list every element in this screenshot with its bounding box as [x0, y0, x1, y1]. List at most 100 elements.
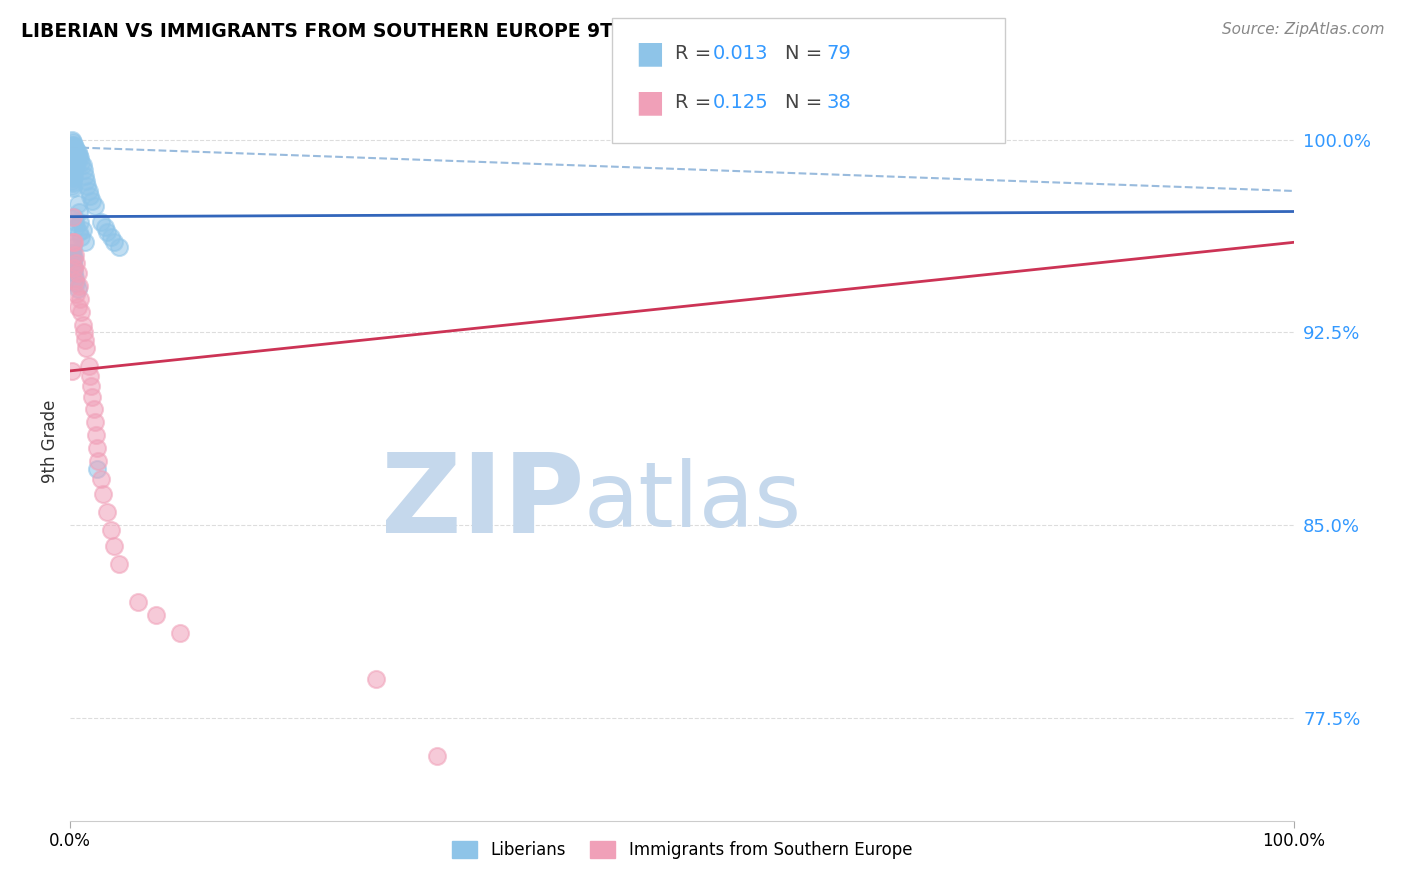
- Point: [63, 235, 86, 250]
- Point: [90, 215, 112, 229]
- Point: [63, 145, 86, 160]
- Point: [83, 402, 105, 417]
- Point: [72, 158, 94, 172]
- Text: N =: N =: [785, 93, 828, 112]
- Point: [62, 235, 84, 250]
- Point: [65, 286, 87, 301]
- Point: [96, 505, 118, 519]
- Point: [63, 161, 86, 175]
- Text: ■: ■: [636, 88, 665, 117]
- Point: [62, 240, 84, 254]
- Point: [127, 595, 149, 609]
- Point: [67, 204, 90, 219]
- Point: [63, 248, 86, 262]
- Point: [76, 178, 98, 193]
- Point: [60, 153, 83, 167]
- Point: [62, 166, 84, 180]
- Point: [65, 143, 87, 157]
- Point: [79, 189, 101, 203]
- Point: [77, 184, 100, 198]
- Point: [65, 153, 87, 167]
- Text: Source: ZipAtlas.com: Source: ZipAtlas.com: [1222, 22, 1385, 37]
- Point: [63, 271, 86, 285]
- Text: LIBERIAN VS IMMIGRANTS FROM SOUTHERN EUROPE 9TH GRADE CORRELATION CHART: LIBERIAN VS IMMIGRANTS FROM SOUTHERN EUR…: [21, 22, 939, 41]
- Point: [60, 137, 83, 152]
- Point: [62, 140, 84, 154]
- Point: [75, 174, 97, 188]
- Point: [75, 341, 97, 355]
- Point: [60, 178, 83, 193]
- Point: [108, 557, 131, 571]
- Point: [67, 225, 90, 239]
- Point: [96, 225, 118, 239]
- Point: [63, 140, 86, 154]
- Y-axis label: 9th Grade: 9th Grade: [41, 400, 59, 483]
- Point: [63, 148, 86, 162]
- Text: ■: ■: [636, 39, 665, 68]
- Text: 79: 79: [827, 44, 852, 63]
- Point: [65, 158, 87, 172]
- Point: [100, 230, 122, 244]
- Point: [60, 235, 83, 250]
- Point: [63, 151, 86, 165]
- Point: [62, 256, 84, 270]
- Point: [67, 148, 90, 162]
- Text: 0.125: 0.125: [713, 93, 769, 112]
- Text: 38: 38: [827, 93, 852, 112]
- Point: [63, 169, 86, 183]
- Point: [62, 251, 84, 265]
- Point: [67, 279, 90, 293]
- Point: [63, 215, 86, 229]
- Point: [80, 379, 103, 393]
- Point: [62, 161, 84, 175]
- Point: [62, 181, 84, 195]
- Point: [62, 245, 84, 260]
- Text: atlas: atlas: [583, 458, 803, 546]
- Point: [60, 158, 83, 172]
- Point: [63, 266, 86, 280]
- Point: [63, 137, 86, 152]
- Point: [86, 441, 108, 455]
- Point: [63, 143, 86, 157]
- Point: [426, 749, 449, 764]
- Point: [70, 304, 93, 318]
- Point: [63, 163, 86, 178]
- Point: [72, 318, 94, 332]
- Point: [60, 163, 83, 178]
- Legend: Liberians, Immigrants from Southern Europe: Liberians, Immigrants from Southern Euro…: [444, 834, 920, 865]
- Point: [72, 222, 94, 236]
- Point: [62, 210, 84, 224]
- Point: [366, 673, 388, 687]
- Point: [65, 219, 87, 234]
- Point: [66, 145, 89, 160]
- Point: [145, 607, 167, 622]
- Point: [86, 461, 108, 475]
- Point: [69, 215, 91, 229]
- Point: [91, 487, 114, 501]
- Point: [93, 219, 115, 234]
- Point: [63, 261, 86, 276]
- Text: R =: R =: [675, 93, 717, 112]
- Point: [62, 155, 84, 169]
- Point: [73, 326, 96, 340]
- Point: [62, 145, 84, 160]
- Point: [60, 169, 83, 183]
- Point: [73, 333, 96, 347]
- Point: [90, 472, 112, 486]
- Point: [79, 369, 101, 384]
- Point: [65, 256, 87, 270]
- Point: [63, 261, 86, 276]
- Point: [169, 626, 191, 640]
- Point: [66, 196, 89, 211]
- Point: [103, 235, 125, 250]
- Point: [62, 151, 84, 165]
- Point: [63, 274, 86, 288]
- Point: [66, 300, 89, 314]
- Text: ZIP: ZIP: [381, 449, 583, 556]
- Point: [63, 155, 86, 169]
- Point: [83, 199, 105, 213]
- Point: [66, 282, 89, 296]
- Point: [83, 415, 105, 429]
- Text: 0.013: 0.013: [713, 44, 768, 63]
- Point: [62, 135, 84, 149]
